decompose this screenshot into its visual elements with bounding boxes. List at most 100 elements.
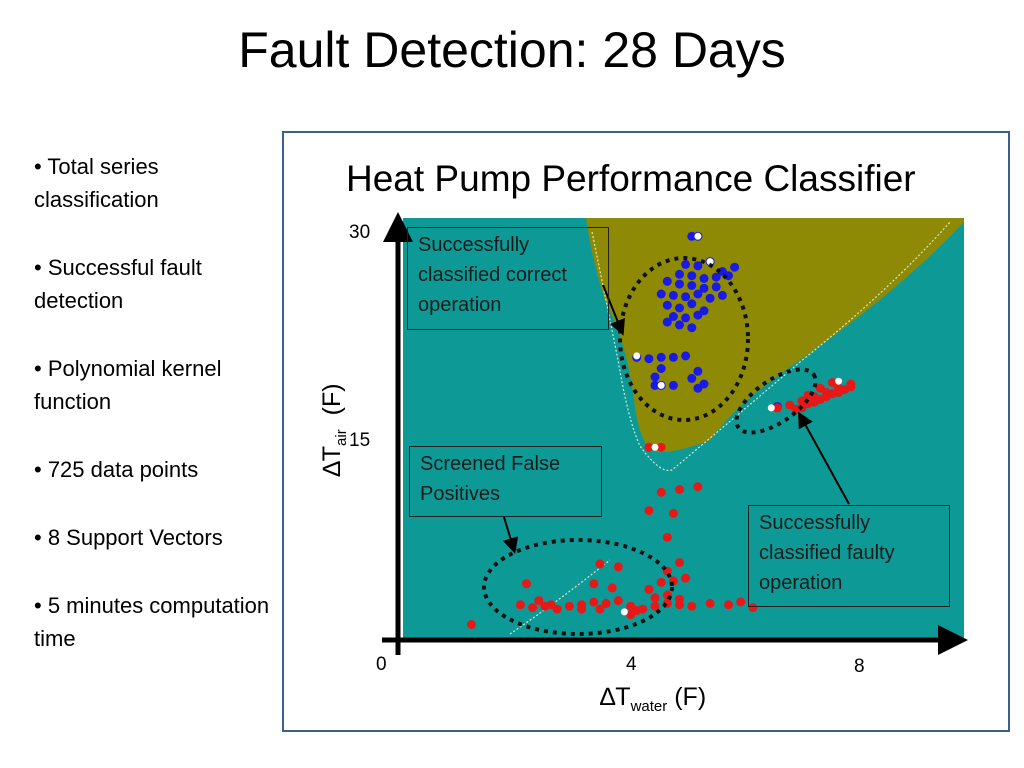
correct-point [675,269,684,279]
fault-point [650,593,660,603]
fault-point [466,620,476,629]
fault-point [656,442,666,452]
correct-point [681,292,691,302]
correct-point [693,289,703,299]
false-positive-ellipse [482,538,674,636]
correct-point [675,279,684,289]
fault-point [534,596,544,606]
bullet-item: • 8 Support Vectors [34,525,223,550]
fault-point [656,487,666,497]
x-axis-symbol: ∆T [600,683,631,711]
fault-point [724,600,733,610]
bullet-item: • Total series classification [34,154,159,212]
bullet-item: • Polynomial kernel function [34,356,222,414]
correct-point [668,352,678,362]
y-tick-label: 30 [349,222,371,243]
arrow-false [502,516,519,554]
correct-point [687,323,697,333]
correct-point [730,262,740,272]
correct-point [650,380,660,390]
fault-point [705,598,715,608]
correct-point [705,293,715,303]
fault-point [515,600,525,610]
fault-point [675,594,684,604]
support-vectors [620,232,843,616]
correct-point [644,354,654,364]
x-tick-label: 0 [376,654,387,675]
correct-point [711,282,721,292]
fault-point [662,532,672,542]
fault-point [681,573,691,583]
y-axis-label: ∆Tair (F) [318,383,350,476]
fault-point [522,579,531,589]
correct-point [656,364,666,373]
x-axis-unit: (F) [674,683,707,711]
correct-point [687,281,697,290]
support-vector-point [767,404,775,412]
correct-point [675,320,684,330]
correct-point [687,271,697,281]
support-vector-point [706,258,714,266]
fault-point [650,601,660,611]
x-axis-label: ∆Twater (F) [600,683,706,715]
bullet-item: • 725 data points [34,457,199,482]
bullet-item: • 5 minutes computation time [34,593,270,651]
fault-point [644,584,654,594]
faulty-cluster-ellipse [734,367,818,435]
fault-point [607,583,617,593]
correct-point [717,290,727,300]
fault-point [613,596,623,606]
fault-point [834,387,844,397]
y-tick-label: 15 [349,430,371,451]
x-tick-label: 4 [626,654,637,675]
bullet-list: • Total series classification • Successf… [34,150,279,690]
fault-point [564,601,574,611]
correct-point [650,372,660,382]
fault-point [546,600,556,610]
correct-point [681,313,691,323]
fault-point [595,559,605,569]
correct-point [681,259,691,269]
correct-point [699,283,709,293]
correct-point [693,261,703,271]
annotation-faulty-operation: Successfully classified faulty operation [748,505,950,607]
annotation-false-positives: Screened False Positives [409,446,602,517]
chart-title: Heat Pump Performance Classifier [346,158,916,199]
arrow-faulty [798,411,850,505]
fault-point [601,598,611,608]
y-axis-symbol: ∆T [318,445,346,477]
correct-point [699,274,709,283]
correct-point [656,352,666,362]
support-vector-point [651,443,659,451]
fault-point [693,482,703,492]
annotation-correct-operation: Successfully classified correct operatio… [407,227,609,330]
decision-margin-lower [509,559,611,635]
support-vector-point [835,377,843,385]
fault-point [821,392,831,402]
fault-point [589,579,599,589]
support-vector-point [620,608,628,616]
correct-point [675,303,684,313]
fault-point [577,604,587,614]
correct-point [662,276,672,286]
correct-point [668,290,678,300]
fault-point [772,403,782,413]
fault-point [595,604,605,614]
fault-point [644,506,654,516]
x-axis-subscript: water [630,698,668,715]
fault-point [815,383,825,393]
correct-point [681,351,691,361]
y-axis-unit: (F) [318,383,346,416]
fault-point [644,442,654,452]
x-tick-label: 8 [854,656,865,677]
fault-point [675,485,684,494]
fault-point [589,597,599,607]
correct-point [687,299,697,309]
slide-title: Fault Detection: 28 Days [238,22,786,78]
support-vector-point [633,352,641,360]
fault-point [656,577,666,587]
arrow-correct [602,284,625,336]
correct-point [656,289,666,299]
fault-point [528,603,538,613]
